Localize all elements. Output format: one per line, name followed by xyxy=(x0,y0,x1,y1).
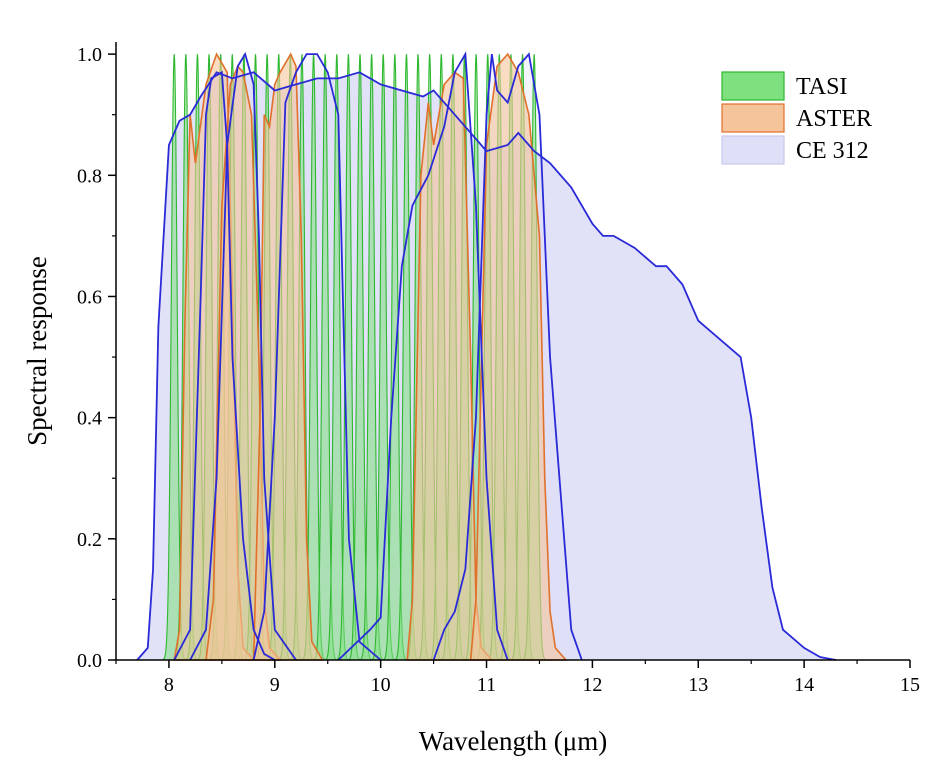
legend-swatch-tasi xyxy=(721,71,785,101)
x-tick-label: 8 xyxy=(164,674,174,696)
legend-label-tasi: TASI xyxy=(796,74,847,100)
legend: TASI ASTER CE 312 xyxy=(721,71,872,165)
y-tick-label: 0.6 xyxy=(77,286,102,308)
ce312-band-3-line xyxy=(189,51,297,661)
x-tick-label: 14 xyxy=(794,674,814,696)
aster-band-3 xyxy=(252,52,324,661)
y-tick-label: 1.0 xyxy=(77,44,102,66)
y-tick-label: 0.8 xyxy=(77,165,102,187)
ce312-band-1-line xyxy=(136,71,837,661)
x-tick-label: 13 xyxy=(688,674,708,696)
y-tick-label: 0.2 xyxy=(77,529,102,551)
aster-band-5 xyxy=(469,52,568,661)
x-tick-label: 12 xyxy=(582,674,602,696)
x-tick-label: 10 xyxy=(371,674,391,696)
y-tick-label: 0.4 xyxy=(77,408,102,430)
ce312-band-2-line xyxy=(173,70,276,661)
ce312-band-6-line xyxy=(432,52,583,661)
legend-swatch-ce-312 xyxy=(721,135,785,165)
series-layer xyxy=(136,51,837,661)
legend-swatch-aster xyxy=(721,103,785,133)
x-tick-label: 15 xyxy=(900,674,920,696)
ce312-band-5-line xyxy=(337,51,509,661)
y-axis-label: Spectral response xyxy=(22,256,52,446)
y-tick-label: 0.0 xyxy=(77,650,102,672)
x-tick-label: 9 xyxy=(270,674,280,696)
legend-label-aster: ASTER xyxy=(796,106,872,132)
legend-label-ce-312: CE 312 xyxy=(796,138,869,164)
x-tick-label: 11 xyxy=(477,674,496,696)
ce312-band-4-line xyxy=(252,53,382,661)
axes-layer: 8 9 10 11 12 13 14 15 0.0 0.2 0.4 0.6 0.8 1.0 xyxy=(77,42,920,696)
x-axis-label: Wavelength (μm) xyxy=(419,726,608,756)
